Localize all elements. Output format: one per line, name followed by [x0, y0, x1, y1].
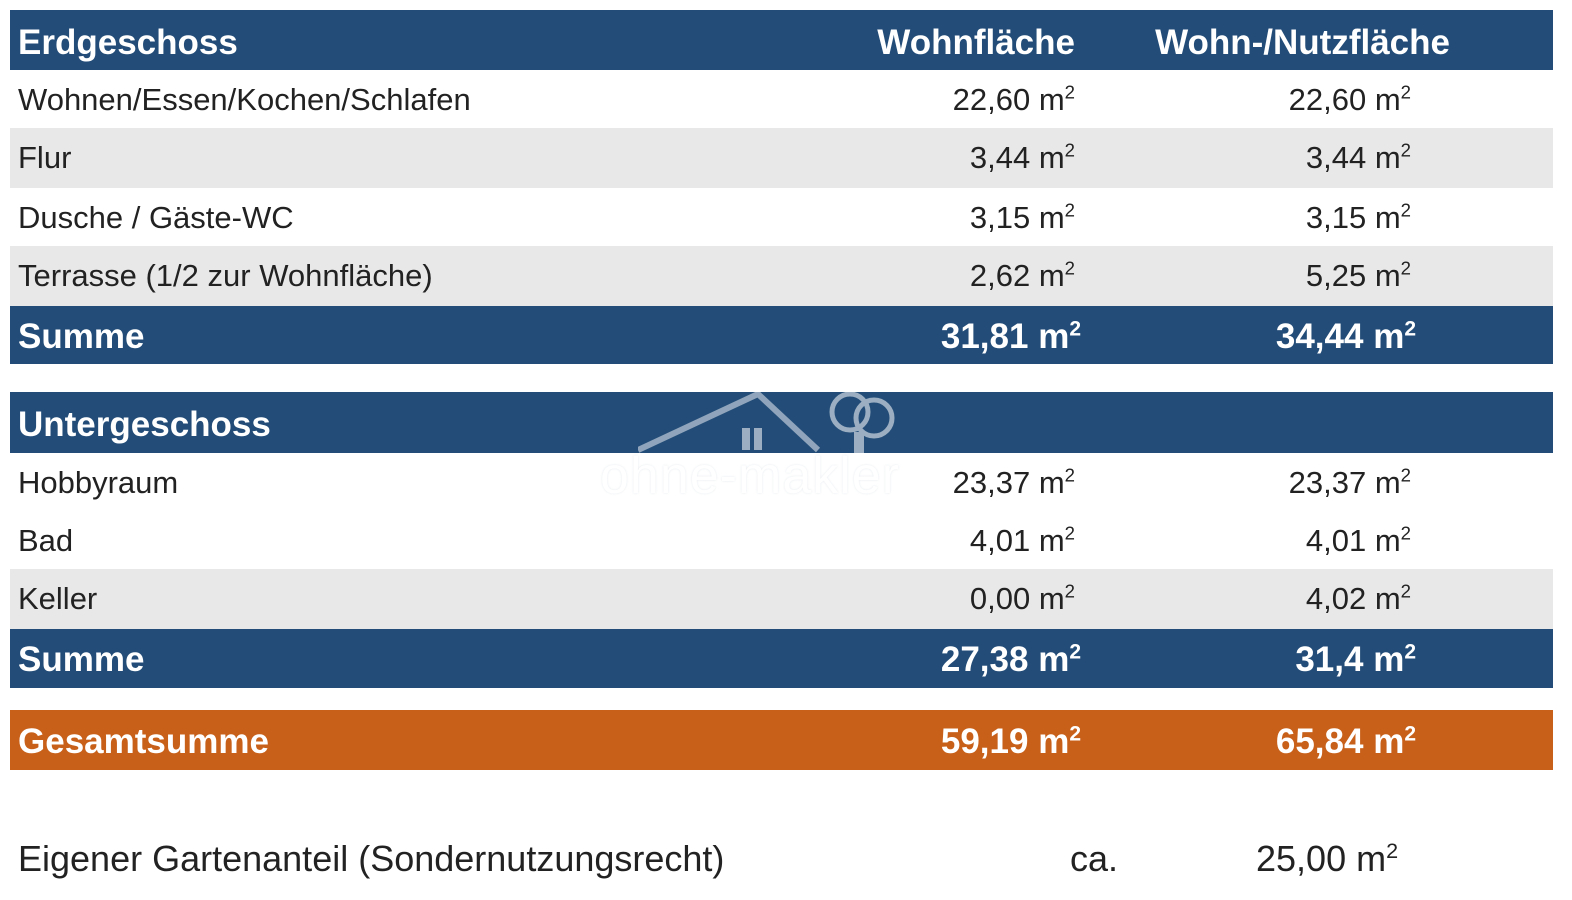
room-name: Bad	[18, 523, 74, 558]
total-nutzflaeche: 65,84 m2	[1275, 722, 1416, 761]
nutzflaeche-value: 5,25 m2	[1305, 257, 1411, 293]
basement-sum-row: Summe 27,38 m2 31,4 m2	[10, 629, 1553, 688]
grand-total-label: Gesamtsumme	[18, 722, 269, 761]
garden-approx: ca.	[1070, 838, 1119, 879]
sum-wohnflaeche: 27,38 m2	[940, 640, 1081, 679]
ground-floor-title: Erdgeschoss	[18, 23, 238, 62]
sum-label: Summe	[18, 317, 145, 356]
room-name: Dusche / Gäste-WC	[18, 200, 294, 235]
nutzflaeche-value: 22,60 m2	[1288, 81, 1411, 117]
sum-label: Summe	[18, 640, 145, 679]
wohnflaeche-value: 3,44 m2	[969, 139, 1075, 175]
ground-floor-header-row: Erdgeschoss Wohnfläche Wohn-/Nutzfläche	[10, 10, 1553, 70]
ground-floor-sum-row: Summe 31,81 m2 34,44 m2	[10, 306, 1553, 364]
sum-nutzflaeche: 34,44 m2	[1275, 317, 1416, 356]
table-row: Terrasse (1/2 zur Wohnfläche) 2,62 m2 5,…	[10, 246, 1553, 306]
room-name: Keller	[18, 581, 98, 616]
table-row: Hobbyraum 23,37 m2 23,37 m2	[10, 453, 1553, 511]
nutzflaeche-value: 4,01 m2	[1305, 522, 1411, 558]
table-row: Dusche / Gäste-WC 3,15 m2 3,15 m2	[10, 188, 1553, 246]
wohnflaeche-value: 3,15 m2	[969, 199, 1075, 235]
sum-wohnflaeche: 31,81 m2	[940, 317, 1081, 356]
table-row: Wohnen/Essen/Kochen/Schlafen 22,60 m2 22…	[10, 70, 1553, 128]
nutzflaeche-value: 3,15 m2	[1305, 199, 1411, 235]
room-name: Terrasse (1/2 zur Wohnfläche)	[18, 258, 433, 293]
basement-header-row: Untergeschoss	[10, 392, 1553, 453]
total-wohnflaeche: 59,19 m2	[940, 722, 1081, 761]
column-header-nutzflaeche: Wohn-/Nutzfläche	[1155, 23, 1450, 62]
wohnflaeche-value: 22,60 m2	[952, 81, 1075, 117]
room-name: Hobbyraum	[18, 465, 179, 500]
nutzflaeche-value: 4,02 m2	[1305, 580, 1411, 616]
table-row: Bad 4,01 m2 4,01 m2	[10, 511, 1553, 569]
basement-title: Untergeschoss	[18, 405, 271, 444]
wohnflaeche-value: 0,00 m2	[969, 580, 1075, 616]
wohnflaeche-value: 23,37 m2	[952, 464, 1075, 500]
sum-nutzflaeche: 31,4 m2	[1295, 640, 1416, 679]
garden-label: Eigener Gartenanteil (Sondernutzungsrech…	[18, 838, 725, 879]
wohnflaeche-value: 2,62 m2	[969, 257, 1075, 293]
nutzflaeche-value: 23,37 m2	[1288, 464, 1411, 500]
garden-share-row: Eigener Gartenanteil (Sondernutzungsrech…	[18, 830, 1558, 890]
garden-value: 25,00 m2	[1256, 838, 1399, 879]
column-header-wohnflaeche: Wohnfläche	[877, 23, 1075, 62]
room-name: Wohnen/Essen/Kochen/Schlafen	[18, 82, 471, 117]
room-name: Flur	[18, 140, 72, 175]
table-row: Keller 0,00 m2 4,02 m2	[10, 569, 1553, 629]
wohnflaeche-value: 4,01 m2	[969, 522, 1075, 558]
grand-total-row: Gesamtsumme 59,19 m2 65,84 m2	[10, 710, 1553, 770]
table-row: Flur 3,44 m2 3,44 m2	[10, 128, 1553, 188]
nutzflaeche-value: 3,44 m2	[1305, 139, 1411, 175]
